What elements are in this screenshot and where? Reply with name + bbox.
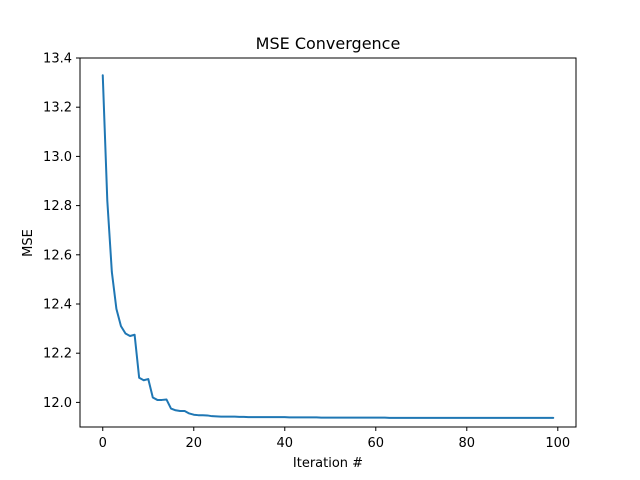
x-tick-label: 40 bbox=[276, 436, 293, 451]
y-tick-label: 12.0 bbox=[43, 396, 72, 411]
y-tick-label: 12.8 bbox=[43, 199, 72, 214]
y-tick-label: 12.4 bbox=[43, 298, 72, 313]
x-axis-ticks: 0 20 40 60 80 100 bbox=[99, 427, 570, 451]
y-axis-ticks: 12.0 12.2 12.4 12.6 12.8 13.0 13.2 13.4 bbox=[43, 52, 80, 411]
chart-title: MSE Convergence bbox=[256, 34, 401, 53]
y-tick-label: 12.6 bbox=[43, 248, 72, 263]
x-axis-label: Iteration # bbox=[293, 456, 363, 471]
series-line-1 bbox=[101, 74, 555, 419]
x-tick-label: 100 bbox=[545, 436, 570, 451]
y-tick-label: 13.0 bbox=[43, 150, 72, 165]
x-tick-label: 0 bbox=[99, 436, 107, 451]
plot-frame bbox=[79, 57, 577, 428]
y-tick-label: 13.4 bbox=[43, 52, 72, 67]
y-tick-label: 13.2 bbox=[43, 101, 72, 116]
plot-series bbox=[101, 74, 555, 419]
y-axis-label: MSE bbox=[21, 229, 36, 257]
y-tick-label: 12.2 bbox=[43, 347, 72, 362]
x-tick-label: 60 bbox=[368, 436, 385, 451]
x-tick-label: 80 bbox=[459, 436, 476, 451]
x-tick-label: 20 bbox=[185, 436, 202, 451]
